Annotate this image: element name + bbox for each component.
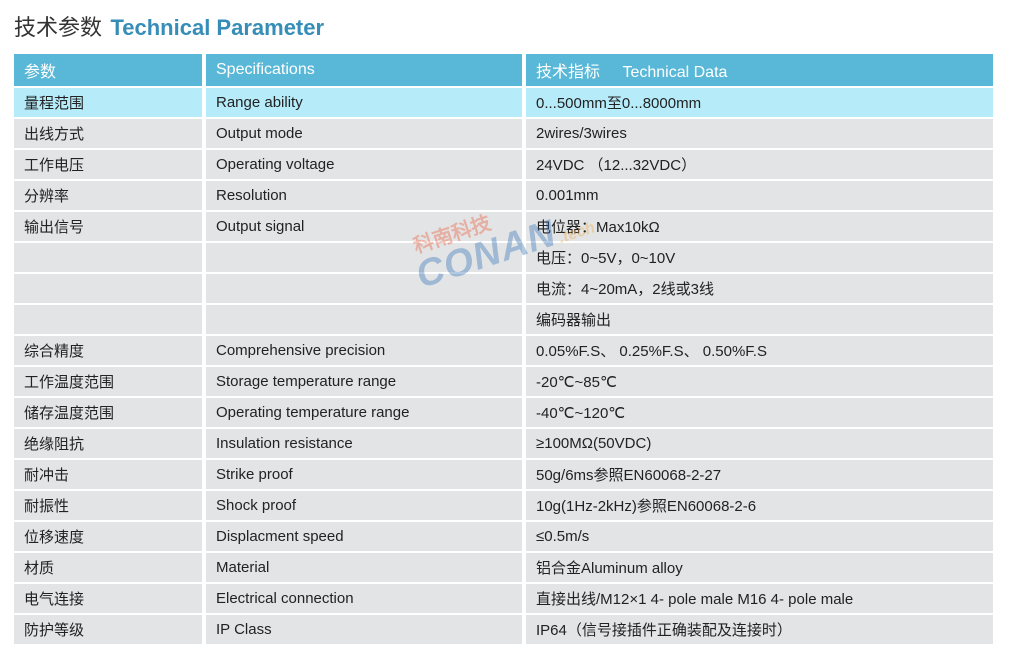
table-row: 工作温度范围Storage temperature range-20℃~85℃	[14, 366, 995, 397]
param-en: Output mode	[204, 118, 524, 149]
table-row: 工作电压Operating voltage24VDC （12...32VDC）	[14, 149, 995, 180]
header-col2-label: Specifications	[216, 61, 315, 78]
title-cn: 技术参数	[14, 15, 102, 40]
table-row: 输出信号Output signal电位器：Max10kΩ	[14, 211, 995, 242]
table-row: 耐振性Shock proof10g(1Hz-2kHz)参照EN60068-2-6	[14, 490, 995, 521]
param-cn: 绝缘阻抗	[14, 428, 204, 459]
param-cn: 综合精度	[14, 335, 204, 366]
param-cn: 耐冲击	[14, 459, 204, 490]
table-row: 材质Material铝合金Aluminum alloy	[14, 552, 995, 583]
param-cn	[14, 273, 204, 304]
table-row: 电流：4~20mA，2线或3线	[14, 273, 995, 304]
param-value: 50g/6ms参照EN60068-2-27	[524, 459, 995, 490]
param-en	[204, 273, 524, 304]
table-row: 绝缘阻抗Insulation resistance≥100MΩ(50VDC)	[14, 428, 995, 459]
param-cn: 耐振性	[14, 490, 204, 521]
header-col3-en: Technical Data	[622, 64, 727, 81]
param-en: Insulation resistance	[204, 428, 524, 459]
param-value: -40℃~120℃	[524, 397, 995, 428]
param-cn: 量程范围	[14, 87, 204, 118]
table-row: 电气连接Electrical connection直接出线/M12×1 4- p…	[14, 583, 995, 614]
table-body: 量程范围Range ability0...500mm至0...8000mm出线方…	[14, 87, 995, 645]
param-cn: 出线方式	[14, 118, 204, 149]
param-cn: 工作电压	[14, 149, 204, 180]
param-value: ≤0.5m/s	[524, 521, 995, 552]
param-cn: 材质	[14, 552, 204, 583]
param-en: Displacment speed	[204, 521, 524, 552]
table-row: 综合精度Comprehensive precision 0.05%F.S、 0.…	[14, 335, 995, 366]
param-cn: 储存温度范围	[14, 397, 204, 428]
param-cn: 防护等级	[14, 614, 204, 645]
param-value: 10g(1Hz-2kHz)参照EN60068-2-6	[524, 490, 995, 521]
param-value: ≥100MΩ(50VDC)	[524, 428, 995, 459]
table-row: 储存温度范围Operating temperature range-40℃~12…	[14, 397, 995, 428]
param-value: 编码器输出	[524, 304, 995, 335]
param-en: Material	[204, 552, 524, 583]
param-en: Output signal	[204, 211, 524, 242]
table-row: 防护等级IP ClassIP64（信号接插件正确装配及连接时）	[14, 614, 995, 645]
param-cn: 分辨率	[14, 180, 204, 211]
param-value: 电位器：Max10kΩ	[524, 211, 995, 242]
param-value: 0.001mm	[524, 180, 995, 211]
param-en: Storage temperature range	[204, 366, 524, 397]
param-value: 24VDC （12...32VDC）	[524, 149, 995, 180]
param-value: 铝合金Aluminum alloy	[524, 552, 995, 583]
header-col1: 参数	[14, 54, 204, 87]
param-en: Comprehensive precision	[204, 335, 524, 366]
table-row: 电压：0~5V，0~10V	[14, 242, 995, 273]
param-cn: 位移速度	[14, 521, 204, 552]
param-value: 2wires/3wires	[524, 118, 995, 149]
param-cn: 电气连接	[14, 583, 204, 614]
page-title: 技术参数 Technical Parameter	[14, 10, 997, 42]
param-en: Shock proof	[204, 490, 524, 521]
param-value: 0.05%F.S、 0.25%F.S、 0.50%F.S	[524, 335, 995, 366]
header-col3-cn: 技术指标	[536, 64, 600, 81]
param-value: 直接出线/M12×1 4- pole male M16 4- pole male	[524, 583, 995, 614]
param-value: IP64（信号接插件正确装配及连接时）	[524, 614, 995, 645]
spec-table: 参数 Specifications 技术指标 Technical Data 量程…	[14, 54, 997, 646]
param-en: Resolution	[204, 180, 524, 211]
param-cn	[14, 242, 204, 273]
param-cn: 输出信号	[14, 211, 204, 242]
param-en: Range ability	[204, 87, 524, 118]
table-row: 位移速度Displacment speed≤0.5m/s	[14, 521, 995, 552]
param-en: IP Class	[204, 614, 524, 645]
param-value: 0...500mm至0...8000mm	[524, 87, 995, 118]
param-en	[204, 242, 524, 273]
param-cn: 工作温度范围	[14, 366, 204, 397]
table-row: 分辨率Resolution0.001mm	[14, 180, 995, 211]
param-en: Strike proof	[204, 459, 524, 490]
table-row: 量程范围Range ability0...500mm至0...8000mm	[14, 87, 995, 118]
param-en	[204, 304, 524, 335]
header-col3: 技术指标 Technical Data	[524, 54, 995, 87]
table-row: 出线方式Output mode2wires/3wires	[14, 118, 995, 149]
param-value: 电流：4~20mA，2线或3线	[524, 273, 995, 304]
header-col2: Specifications	[204, 54, 524, 87]
header-col1-label: 参数	[24, 64, 56, 81]
table-row: 编码器输出	[14, 304, 995, 335]
table-header-row: 参数 Specifications 技术指标 Technical Data	[14, 54, 995, 87]
param-value: -20℃~85℃	[524, 366, 995, 397]
param-en: Electrical connection	[204, 583, 524, 614]
title-en: Technical Parameter	[110, 15, 324, 40]
param-cn	[14, 304, 204, 335]
table-row: 耐冲击Strike proof50g/6ms参照EN60068-2-27	[14, 459, 995, 490]
param-en: Operating voltage	[204, 149, 524, 180]
param-value: 电压：0~5V，0~10V	[524, 242, 995, 273]
param-en: Operating temperature range	[204, 397, 524, 428]
